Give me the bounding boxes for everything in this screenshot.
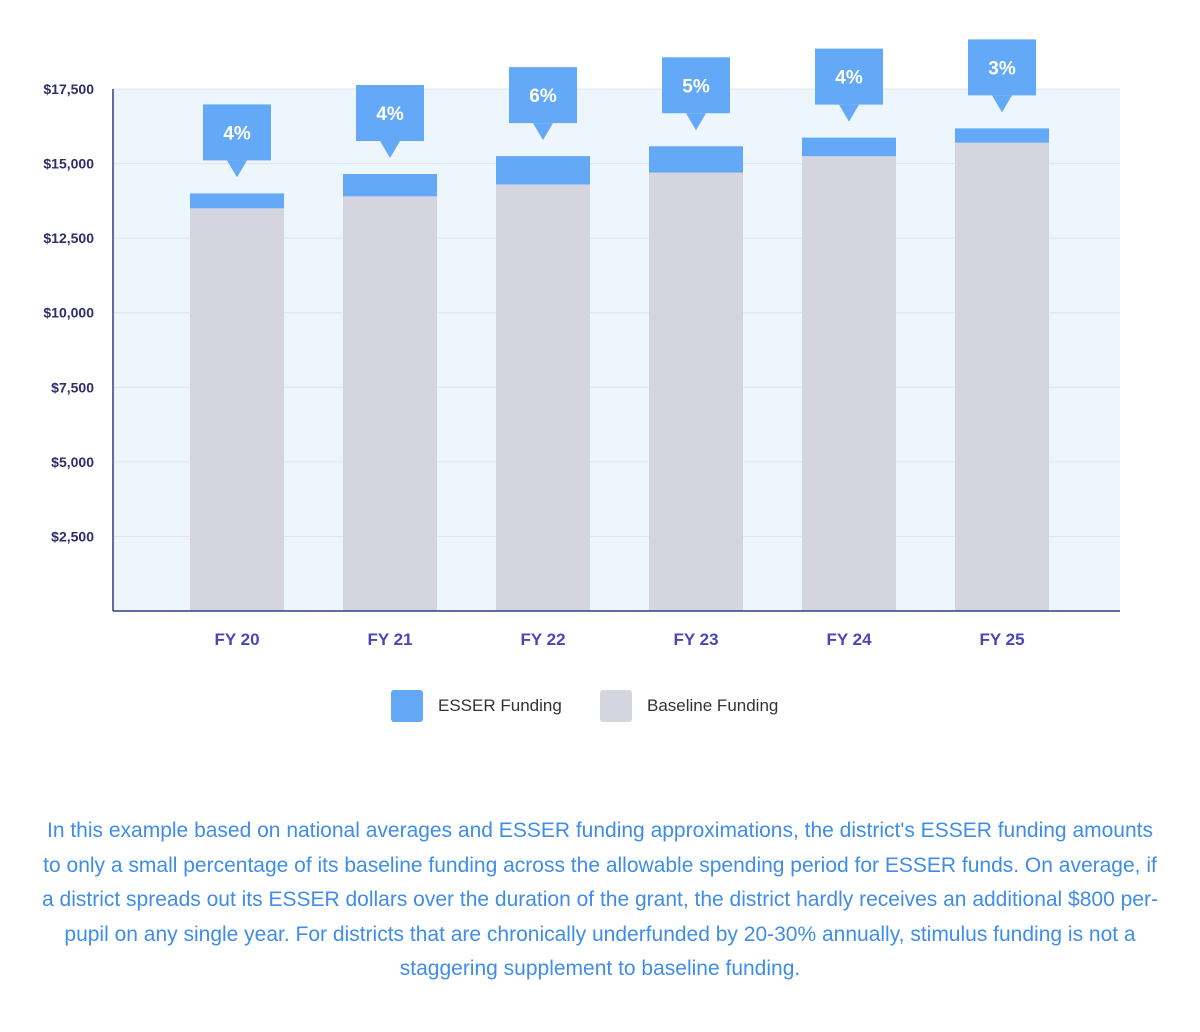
callout-pointer <box>533 123 553 141</box>
callout: 6% <box>509 67 577 141</box>
bar-baseline <box>802 156 896 611</box>
legend-label-baseline: Baseline Funding <box>647 696 779 715</box>
callout: 5% <box>662 57 730 131</box>
bar-esser <box>649 146 743 173</box>
chart-caption: In this example based on national averag… <box>42 819 1158 980</box>
y-tick-label: $5,000 <box>51 454 94 470</box>
x-tick-label: FY 20 <box>214 630 259 649</box>
callout-label: 4% <box>835 68 863 89</box>
bar-esser <box>802 137 896 157</box>
bars <box>190 128 1049 612</box>
stacked-bar-chart: 4% 4% 6% 5% 4% 3% $2,500 $5,000 $7,500 $10,000 $1… <box>43 39 1120 649</box>
x-tick-label: FY 21 <box>367 630 412 649</box>
callout-label: 3% <box>988 58 1016 79</box>
legend-item-esser: ESSER Funding <box>391 690 562 722</box>
callout-label: 4% <box>223 123 251 144</box>
bar-baseline <box>496 184 590 612</box>
y-tick-label: $10,000 <box>43 305 94 321</box>
bar-esser <box>343 174 437 197</box>
bar-baseline <box>343 196 437 611</box>
callout-pointer <box>227 160 247 178</box>
callout-box <box>203 104 271 161</box>
callout-box <box>662 57 730 114</box>
callout-box <box>356 85 424 142</box>
legend-swatch-baseline <box>600 690 632 722</box>
x-axis: FY 20 FY 21 FY 22 FY 23 FY 24 FY 25 <box>113 610 1120 649</box>
bar-baseline <box>955 142 1049 612</box>
bar-esser <box>190 193 284 209</box>
callout-box <box>815 48 883 105</box>
callout-box <box>509 67 577 124</box>
callout: 4% <box>356 85 424 159</box>
callout-pointer <box>992 95 1012 113</box>
y-tick-label: $17,500 <box>43 81 94 97</box>
callout-pointer <box>686 113 706 131</box>
y-axis: $2,500 $5,000 $7,500 $10,000 $12,500 $15,000 $… <box>43 81 114 611</box>
x-tick-label: FY 25 <box>979 630 1024 649</box>
legend-label-esser: ESSER Funding <box>438 696 562 715</box>
callout: 4% <box>815 48 883 122</box>
bar-baseline <box>190 208 284 612</box>
y-tick-label: $15,000 <box>43 156 94 172</box>
x-tick-label: FY 22 <box>520 630 565 649</box>
callout-box <box>968 39 1036 96</box>
callout-label: 4% <box>376 104 404 125</box>
callout: 3% <box>968 39 1036 113</box>
percent-callouts: 4% 4% 6% 5% 4% 3% <box>203 39 1036 178</box>
bar-baseline <box>649 172 743 611</box>
callout-pointer <box>380 141 400 159</box>
bar-esser <box>496 156 590 185</box>
callout-label: 5% <box>682 76 710 97</box>
x-tick-label: FY 23 <box>673 630 718 649</box>
x-tick-label: FY 24 <box>826 630 872 649</box>
legend: ESSER Funding Baseline Funding <box>0 690 1200 724</box>
y-tick-label: $2,500 <box>51 528 94 544</box>
y-tick-label: $7,500 <box>51 379 94 395</box>
legend-item-baseline: Baseline Funding <box>600 690 778 722</box>
callout: 4% <box>203 104 271 178</box>
y-tick-label: $12,500 <box>43 230 94 246</box>
callout-label: 6% <box>529 86 557 107</box>
bar-esser <box>955 128 1049 143</box>
callout-pointer <box>839 104 859 122</box>
legend-swatch-esser <box>391 690 423 722</box>
